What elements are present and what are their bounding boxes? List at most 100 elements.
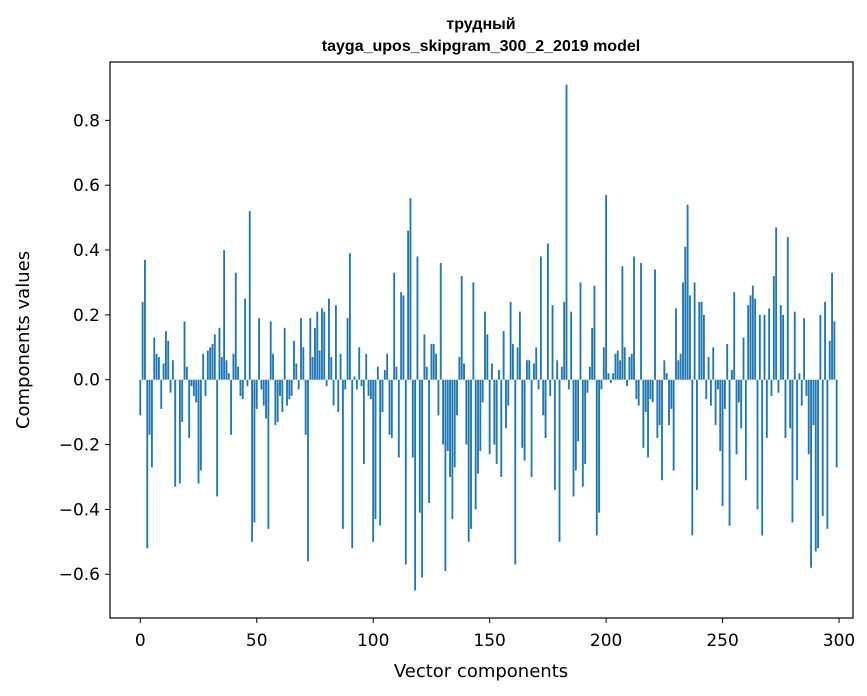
bar-215 xyxy=(640,263,642,380)
bar-67 xyxy=(295,363,298,380)
bar-51 xyxy=(258,318,260,380)
bar-89 xyxy=(346,318,349,380)
y-tick-label: −0.6 xyxy=(59,565,100,585)
bar-286 xyxy=(805,379,808,396)
bar-272 xyxy=(772,275,775,380)
bar-55 xyxy=(267,379,270,529)
bar-216 xyxy=(642,379,645,448)
bar-41 xyxy=(234,272,237,380)
bar-190 xyxy=(581,379,584,487)
bar-274 xyxy=(777,379,780,393)
bar-188 xyxy=(577,379,580,442)
bar-102 xyxy=(376,366,379,380)
bar-54 xyxy=(265,379,267,419)
bar-24 xyxy=(195,379,198,403)
bar-120 xyxy=(418,379,421,513)
bar-273 xyxy=(775,227,778,380)
bar-223 xyxy=(658,379,661,426)
bar-163 xyxy=(519,311,521,380)
bar-69 xyxy=(300,318,302,380)
bar-74 xyxy=(311,357,314,380)
chart-title-line2: tayga_upos_skipgram_300_2_2019 model xyxy=(322,38,640,55)
x-tick-label: 0 xyxy=(135,631,146,651)
bar-133 xyxy=(449,379,451,477)
bar-146 xyxy=(479,379,482,452)
bar-265 xyxy=(756,379,759,510)
bar-230 xyxy=(675,308,677,380)
bar-251 xyxy=(723,379,726,409)
bar-15 xyxy=(174,379,177,487)
bar-198 xyxy=(600,379,603,390)
bar-145 xyxy=(477,379,479,474)
bar-79 xyxy=(323,311,326,380)
bar-75 xyxy=(314,327,316,380)
bar-65 xyxy=(290,379,293,396)
bar-144 xyxy=(474,379,477,510)
bar-174 xyxy=(544,379,547,439)
bar-280 xyxy=(791,379,794,523)
bar-104 xyxy=(381,379,384,413)
bar-119 xyxy=(416,256,419,380)
bar-260 xyxy=(744,379,747,481)
bar-44 xyxy=(241,379,244,400)
bar-240 xyxy=(698,301,701,380)
bar-63 xyxy=(286,379,288,406)
bar-287 xyxy=(807,379,810,455)
bar-78 xyxy=(321,308,323,380)
bar-241 xyxy=(700,301,703,380)
bar-103 xyxy=(379,379,382,526)
bar-64 xyxy=(288,379,291,400)
bar-154 xyxy=(498,369,500,380)
bar-76 xyxy=(316,311,319,380)
bar-31 xyxy=(211,344,214,380)
bar-112 xyxy=(400,292,403,380)
bar-28 xyxy=(204,379,207,396)
y-axis-ticks: −0.6 −0.4 −0.2 0.0 0.2 0.4 0.6 0.8 xyxy=(59,111,110,585)
x-tick-label: 150 xyxy=(473,631,505,651)
bar-242 xyxy=(703,314,705,380)
bar-248 xyxy=(716,379,719,390)
y-tick-label: 0.0 xyxy=(73,371,100,391)
bar-87 xyxy=(341,379,344,529)
bar-106 xyxy=(386,353,389,380)
bar-56 xyxy=(269,321,272,380)
bar-204 xyxy=(614,353,617,380)
bar-98 xyxy=(367,379,370,396)
bar-34 xyxy=(218,327,221,380)
bar-295 xyxy=(826,379,829,529)
bar-5 xyxy=(150,379,153,468)
bars-group xyxy=(139,84,838,591)
bar-130 xyxy=(442,379,444,445)
bar-45 xyxy=(244,298,247,380)
bar-184 xyxy=(567,379,570,390)
bar-207 xyxy=(621,266,624,380)
bar-77 xyxy=(318,350,321,380)
bar-9 xyxy=(160,379,163,409)
bar-289 xyxy=(812,379,815,426)
bar-123 xyxy=(425,366,428,380)
bar-10 xyxy=(162,363,165,380)
bar-11 xyxy=(164,331,167,380)
bar-80 xyxy=(325,379,328,387)
bar-232 xyxy=(679,353,682,380)
chart-title-line1: трудный xyxy=(446,16,515,33)
bar-237 xyxy=(691,379,694,536)
bar-197 xyxy=(598,379,601,513)
bar-128 xyxy=(437,379,440,416)
bar-291 xyxy=(817,379,819,549)
bar-206 xyxy=(619,360,622,380)
bar-172 xyxy=(539,256,542,380)
bar-177 xyxy=(551,305,554,380)
bar-43 xyxy=(239,379,242,396)
bar-211 xyxy=(630,353,633,380)
bar-107 xyxy=(388,379,391,435)
bar-171 xyxy=(537,379,540,390)
bar-129 xyxy=(439,263,442,380)
bar-285 xyxy=(803,318,806,380)
bar-193 xyxy=(588,366,591,380)
bar-52 xyxy=(260,379,263,390)
bar-83 xyxy=(332,379,335,406)
bar-245 xyxy=(709,379,712,406)
bar-47 xyxy=(248,211,251,380)
bar-117 xyxy=(411,379,414,458)
